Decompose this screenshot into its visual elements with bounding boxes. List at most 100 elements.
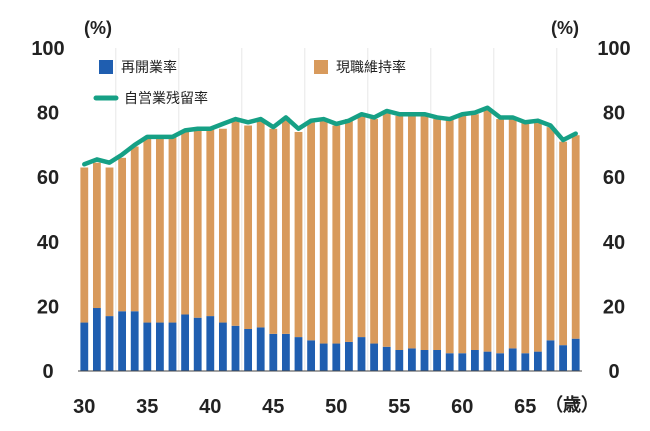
x-tick-45: 45: [262, 396, 284, 418]
bar-reopen-39: [193, 317, 202, 371]
bar-retain-current-68: [559, 141, 568, 346]
bar-reopen-56: [407, 348, 416, 371]
y-tick-right-20: 20: [603, 296, 625, 318]
bar-reopen-64: [508, 348, 517, 371]
x-tick-50: 50: [325, 396, 347, 418]
bar-reopen-32: [105, 316, 114, 371]
bar-retain-current-52: [357, 114, 366, 338]
bar-retain-current-37: [168, 135, 177, 323]
y-axis-left: 0 20 40 60 80 100: [31, 38, 64, 383]
bar-retain-current-48: [307, 122, 316, 341]
bar-retain-current-34: [130, 146, 139, 312]
bar-reopen-30: [80, 322, 89, 371]
y-tick-right-100: 100: [597, 38, 630, 60]
bar-reopen-31: [92, 308, 101, 371]
bar-reopen-68: [559, 345, 568, 371]
bar-retain-current-47: [294, 131, 303, 338]
y-axis-unit-left: (%): [84, 18, 112, 38]
bar-reopen-59: [445, 353, 454, 371]
y-tick-left-60: 60: [37, 167, 59, 189]
x-tick-60: 60: [451, 396, 473, 418]
bar-reopen-63: [496, 353, 505, 371]
y-axis-right: 0 20 40 60 80 100: [597, 38, 630, 383]
bar-retain-current-55: [395, 115, 404, 351]
bar-reopen-44: [256, 327, 265, 371]
bar-retain-current-62: [483, 109, 492, 352]
bar-retain-current-49: [319, 120, 328, 344]
bar-retain-current-57: [420, 114, 429, 351]
bar-retain-current-42: [231, 120, 240, 326]
bar-retain-current-30: [80, 167, 89, 323]
legend-label-retain-current: 現職維持率: [336, 59, 406, 76]
bar-reopen-54: [382, 346, 391, 371]
legend: 再開業率 現職維持率 自営業残留率: [93, 59, 406, 107]
y-tick-right-80: 80: [603, 103, 625, 125]
x-tick-40: 40: [199, 396, 221, 418]
legend-swatch-reopen: [99, 60, 113, 74]
bar-reopen-33: [118, 311, 127, 371]
x-tick-65: 65: [514, 396, 536, 418]
bar-reopen-57: [420, 350, 429, 371]
bar-reopen-49: [319, 343, 328, 371]
bar-reopen-55: [395, 350, 404, 371]
bar-retain-current-51: [344, 119, 353, 342]
bar-retain-current-54: [382, 112, 391, 347]
bar-reopen-58: [433, 350, 442, 371]
y-tick-right-0: 0: [608, 361, 619, 383]
bar-reopen-35: [143, 322, 152, 371]
bar-reopen-67: [546, 340, 555, 371]
grid: [115, 48, 558, 371]
bar-retain-current-67: [546, 127, 555, 341]
x-axis-unit: （歳）: [545, 395, 599, 415]
line-series: [82, 105, 578, 167]
bar-retain-current-38: [181, 130, 190, 315]
y-tick-left-20: 20: [37, 296, 59, 318]
bar-retain-current-43: [244, 125, 253, 330]
y-tick-right-40: 40: [603, 232, 625, 254]
bar-reopen-62: [483, 351, 492, 371]
bar-reopen-61: [470, 350, 479, 371]
bar-reopen-37: [168, 322, 177, 371]
bar-reopen-34: [130, 311, 139, 371]
x-tick-30: 30: [73, 396, 95, 418]
y-axis-unit-right: (%): [551, 18, 579, 38]
bar-retain-current-31: [92, 162, 101, 309]
bar-retain-current-53: [370, 119, 379, 344]
bar-reopen-66: [533, 351, 542, 371]
bar-retain-current-33: [118, 157, 127, 312]
line-self-employment-remain: [82, 105, 578, 167]
bar-retain-current-58: [433, 119, 442, 351]
bar-retain-current-60: [458, 115, 467, 354]
bar-retain-current-32: [105, 167, 114, 317]
bar-retain-current-61: [470, 114, 479, 351]
y-tick-left-100: 100: [31, 38, 64, 60]
legend-label-reopen: 再開業率: [121, 59, 177, 76]
bar-retain-current-50: [332, 125, 341, 344]
bar-retain-current-36: [155, 138, 164, 323]
bar-reopen-51: [344, 341, 353, 371]
x-tick-55: 55: [388, 396, 410, 418]
bar-retain-current-56: [407, 114, 416, 349]
bar-reopen-50: [332, 343, 341, 371]
bar-retain-current-40: [206, 128, 215, 317]
bar-retain-current-46: [281, 117, 290, 334]
bar-retain-current-69: [571, 135, 580, 339]
bar-reopen-60: [458, 353, 467, 371]
bar-reopen-48: [307, 340, 316, 371]
bar-reopen-53: [370, 343, 379, 371]
bar-retain-current-66: [533, 122, 542, 352]
bar-reopen-69: [571, 338, 580, 371]
bar-retain-current-64: [508, 119, 517, 349]
x-axis: 30 35 40 45 50 55 60 65: [73, 370, 582, 418]
legend-label-self-employment-remain: 自営業残留率: [124, 90, 208, 107]
bar-retain-current-39: [193, 128, 202, 318]
y-tick-right-60: 60: [603, 167, 625, 189]
y-tick-left-80: 80: [37, 103, 59, 125]
bar-retain-current-45: [269, 128, 278, 334]
x-tick-35: 35: [136, 396, 158, 418]
legend-swatch-retain-current: [314, 60, 328, 74]
bar-reopen-41: [218, 322, 227, 371]
bar-retain-current-41: [218, 128, 227, 323]
bar-reopen-42: [231, 325, 240, 371]
